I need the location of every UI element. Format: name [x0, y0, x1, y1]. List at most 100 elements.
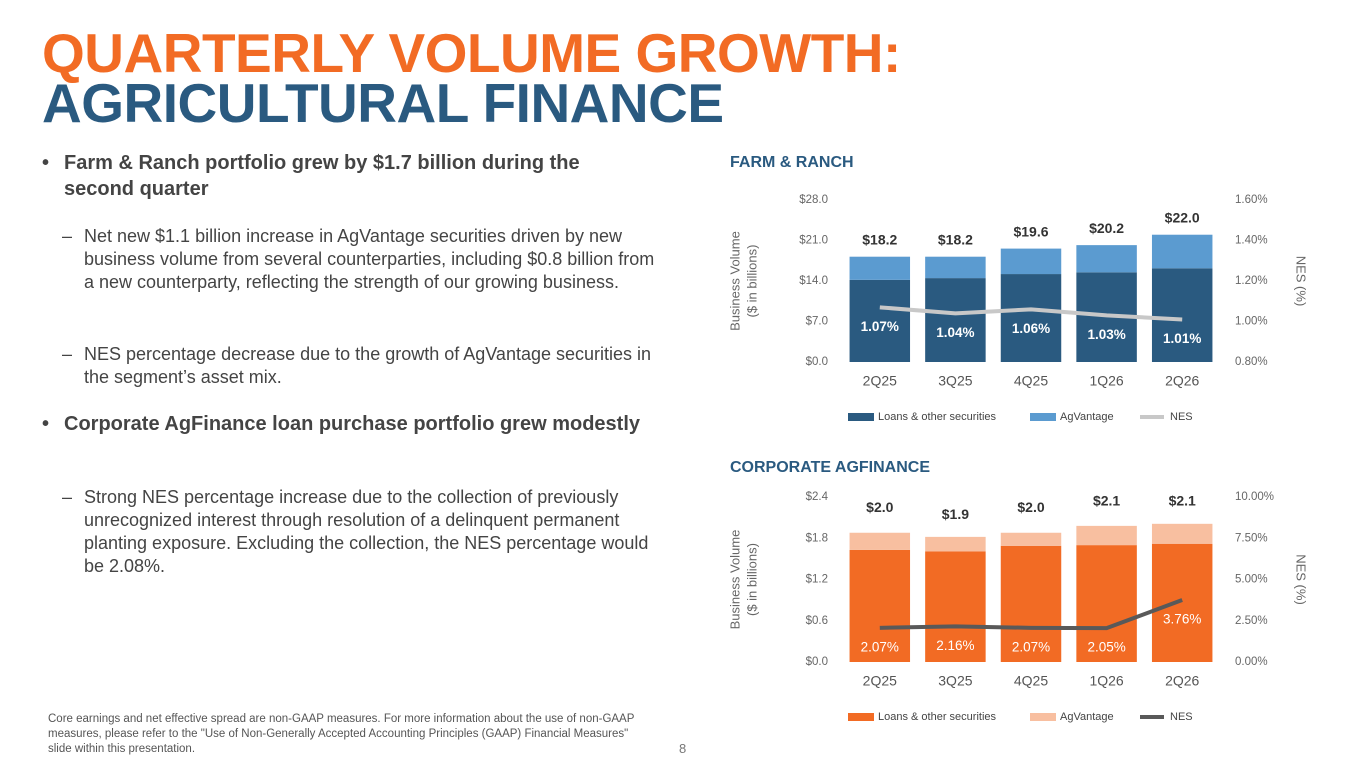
- bar-segment: [849, 532, 911, 550]
- bar-segment: [925, 551, 986, 662]
- bar-segment: [1076, 245, 1137, 273]
- legend-label: Loans & other securities: [878, 411, 997, 423]
- sub-bullet: Strong NES percentage increase due to th…: [62, 486, 660, 578]
- bar-segment: [1000, 274, 1062, 362]
- bar-segment: [1151, 523, 1213, 544]
- legend-swatch: [848, 713, 874, 721]
- y-tick-label: $2.4: [806, 491, 829, 503]
- page-number: 8: [679, 741, 687, 756]
- nes-label: 3.76%: [1163, 612, 1201, 627]
- sub-bullet: Net new $1.1 billion increase in AgVanta…: [62, 225, 660, 294]
- y2-tick-label: 1.20%: [1235, 275, 1268, 287]
- total-label: $1.9: [942, 506, 969, 522]
- total-label: $22.0: [1165, 209, 1200, 225]
- slide-title: AGRICULTURAL FINANCE: [42, 72, 724, 134]
- legend-swatch: [1030, 413, 1056, 421]
- nes-label: 2.07%: [861, 639, 899, 654]
- total-label: $2.0: [1017, 499, 1044, 515]
- bar-segment: [1076, 525, 1137, 546]
- slide-title: QUARTERLY VOLUME GROWTH:: [42, 22, 901, 84]
- bar-segment: [1076, 545, 1137, 662]
- x-tick-label: 3Q25: [938, 673, 972, 689]
- y2-tick-label: 0.80%: [1235, 356, 1268, 368]
- legend-label: NES: [1170, 411, 1193, 423]
- nes-label: 1.06%: [1012, 321, 1050, 336]
- y-tick-label: $7.0: [806, 316, 828, 328]
- y2-tick-label: 7.50%: [1235, 532, 1268, 544]
- footnote: Core earnings and net effective spread a…: [48, 713, 635, 755]
- chart-title: FARM & RANCH: [730, 154, 854, 171]
- bar-segment: [1000, 545, 1062, 662]
- y2-tick-label: 0.00%: [1235, 656, 1268, 668]
- bullet: Farm & Ranch portfolio grew by $1.7 bill…: [42, 150, 654, 202]
- x-tick-label: 1Q26: [1089, 673, 1123, 689]
- legend-label: Loans & other securities: [878, 711, 997, 723]
- nes-line: [879, 598, 1183, 631]
- bar-segment: [1151, 268, 1213, 362]
- y-tick-label: $28.0: [799, 194, 828, 206]
- total-label: $19.6: [1013, 223, 1048, 239]
- y2-axis-title: NES (%): [1294, 256, 1309, 307]
- bar-segment: [1151, 234, 1213, 269]
- y2-tick-label: 10.00%: [1235, 491, 1274, 503]
- nes-label: 1.04%: [936, 325, 974, 340]
- bar-segment: [925, 278, 986, 362]
- total-label: $18.2: [938, 231, 973, 247]
- sub-bullet: NES percentage decrease due to the growt…: [62, 343, 660, 389]
- bar-segment: [1000, 248, 1062, 275]
- bullet: Corporate AgFinance loan purchase portfo…: [42, 411, 654, 437]
- y2-tick-label: 5.00%: [1235, 574, 1268, 586]
- total-label: $18.2: [862, 231, 897, 247]
- legend-label: NES: [1170, 711, 1193, 723]
- bar-segment: [849, 256, 911, 280]
- y-tick-label: $1.2: [806, 574, 828, 586]
- bar-segment: [849, 549, 911, 662]
- nes-label: 2.07%: [1012, 639, 1050, 654]
- y-axis-title: Business Volume: [727, 530, 742, 630]
- y-tick-label: $0.6: [806, 615, 828, 627]
- y-tick-label: $14.0: [799, 275, 828, 287]
- nes-label: 1.07%: [861, 319, 899, 334]
- bar-segment: [925, 256, 986, 279]
- bar-segment: [849, 279, 911, 362]
- nes-label: 2.05%: [1087, 640, 1125, 655]
- total-label: $2.0: [866, 499, 893, 515]
- nes-label: 2.16%: [936, 638, 974, 653]
- y-tick-label: $21.0: [799, 235, 828, 247]
- legend-swatch: [1030, 713, 1056, 721]
- legend-label: AgVantage: [1060, 711, 1114, 723]
- y-axis-title: ($ in billions): [744, 543, 759, 616]
- x-tick-label: 2Q25: [863, 373, 897, 389]
- nes-line: [879, 305, 1183, 322]
- nes-label: 1.01%: [1163, 331, 1201, 346]
- legend-label: AgVantage: [1060, 411, 1114, 423]
- y-tick-label: $1.8: [806, 532, 828, 544]
- bar-segment: [1000, 532, 1062, 546]
- x-tick-label: 3Q25: [938, 373, 972, 389]
- x-tick-label: 1Q26: [1089, 373, 1123, 389]
- bar-segment: [925, 536, 986, 552]
- y2-tick-label: 1.00%: [1235, 316, 1268, 328]
- y-tick-label: $0.0: [806, 356, 828, 368]
- x-tick-label: 4Q25: [1014, 373, 1048, 389]
- x-tick-label: 2Q26: [1165, 673, 1199, 689]
- y-axis-title: Business Volume: [727, 231, 742, 331]
- x-tick-label: 2Q25: [863, 673, 897, 689]
- y2-tick-label: 2.50%: [1235, 615, 1268, 627]
- y2-tick-label: 1.60%: [1235, 194, 1268, 206]
- legend-swatch: [848, 413, 874, 421]
- x-tick-label: 4Q25: [1014, 673, 1048, 689]
- total-label: $2.1: [1093, 492, 1120, 508]
- y-axis-title: ($ in billions): [744, 245, 759, 318]
- x-tick-label: 2Q26: [1165, 373, 1199, 389]
- y2-tick-label: 1.40%: [1235, 235, 1268, 247]
- total-label: $2.1: [1169, 492, 1196, 508]
- bar-segment: [1151, 543, 1213, 662]
- total-label: $20.2: [1089, 220, 1124, 236]
- y-tick-label: $0.0: [806, 656, 828, 668]
- y2-axis-title: NES (%): [1294, 554, 1309, 605]
- chart-title: CORPORATE AGFINANCE: [730, 459, 930, 476]
- nes-label: 1.03%: [1087, 327, 1125, 342]
